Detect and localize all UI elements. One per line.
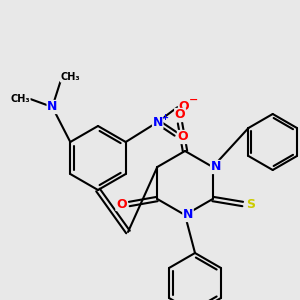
Text: O: O — [116, 197, 127, 211]
Text: S: S — [246, 197, 255, 211]
Text: CH₃: CH₃ — [61, 72, 80, 82]
Text: CH₃: CH₃ — [11, 94, 30, 104]
Text: N: N — [183, 208, 193, 221]
Text: +: + — [161, 112, 168, 122]
Text: O: O — [178, 100, 189, 113]
Text: N: N — [211, 160, 221, 173]
Text: O: O — [177, 130, 188, 143]
Text: O: O — [175, 109, 185, 122]
Text: N: N — [47, 100, 58, 113]
Text: −: − — [189, 95, 198, 105]
Text: N: N — [152, 116, 163, 128]
